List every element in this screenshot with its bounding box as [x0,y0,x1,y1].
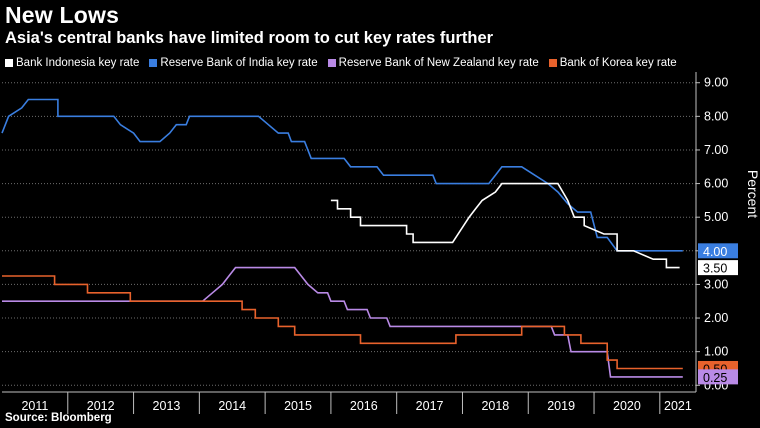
x-tick-label: 2018 [481,399,509,413]
y-tick-label: 8.00 [704,109,728,123]
x-tick-label: 2011 [21,399,48,413]
x-tick-label: 2012 [87,399,115,413]
end-label-new-zealand: 0.25 [703,371,727,385]
y-tick-label: 6.00 [704,177,728,191]
legend-item-india: Reserve Bank of India key rate [149,57,318,69]
y-tick-label: 3.00 [704,277,728,291]
end-label-indonesia-bg [698,260,738,276]
end-label-indonesia: 3.50 [703,262,727,276]
legend-item-korea: Bank of Korea key rate [548,57,677,69]
x-tick-label: 2021 [664,399,692,413]
legend-swatch-india [149,59,158,67]
legend-label-india: Reserve Bank of India key rate [160,57,318,69]
legend-item-new-zealand: Reserve Bank of New Zealand key rate [327,57,539,69]
x-tick-label: 2019 [547,399,575,413]
y-tick-label: 1.00 [704,345,728,359]
series-line-india [1,98,683,252]
series-line-indonesia [330,182,680,269]
legend: Bank Indonesia key rate Reserve Bank of … [5,57,677,69]
legend-label-korea: Bank of Korea key rate [559,57,677,69]
y-axis-title: Percent [745,170,760,218]
y-tick-label: 7.00 [704,143,728,157]
x-tick-label: 2020 [613,399,641,413]
y-tick-label: 5.00 [704,210,728,224]
y-tick-label: 9.00 [704,76,728,90]
legend-swatch-korea [548,59,557,67]
source-note: Source: Bloomberg [5,412,112,424]
x-tick-label: 2017 [416,399,444,413]
legend-label-indonesia: Bank Indonesia key rate [16,57,140,69]
y-tick-label: 2.00 [704,311,728,325]
legend-swatch-new-zealand [327,59,336,67]
legend-swatch-indonesia [5,59,13,67]
x-tick-label: 2014 [218,399,246,413]
end-label-india: 4.00 [703,245,727,259]
x-tick-label: 2015 [284,399,312,413]
chart-title: New Lows [5,2,120,28]
series-line-korea [2,275,683,370]
legend-label-new-zealand: Reserve Bank of New Zealand key rate [338,57,539,69]
chart-subtitle: Asia's central banks have limited room t… [5,29,494,47]
end-label-new-zealand-bg [698,369,738,385]
x-tick-label: 2013 [153,399,181,413]
legend-item-indonesia: Bank Indonesia key rate [5,57,139,69]
x-tick-label: 2016 [350,399,378,413]
end-label-india-bg [698,243,738,259]
